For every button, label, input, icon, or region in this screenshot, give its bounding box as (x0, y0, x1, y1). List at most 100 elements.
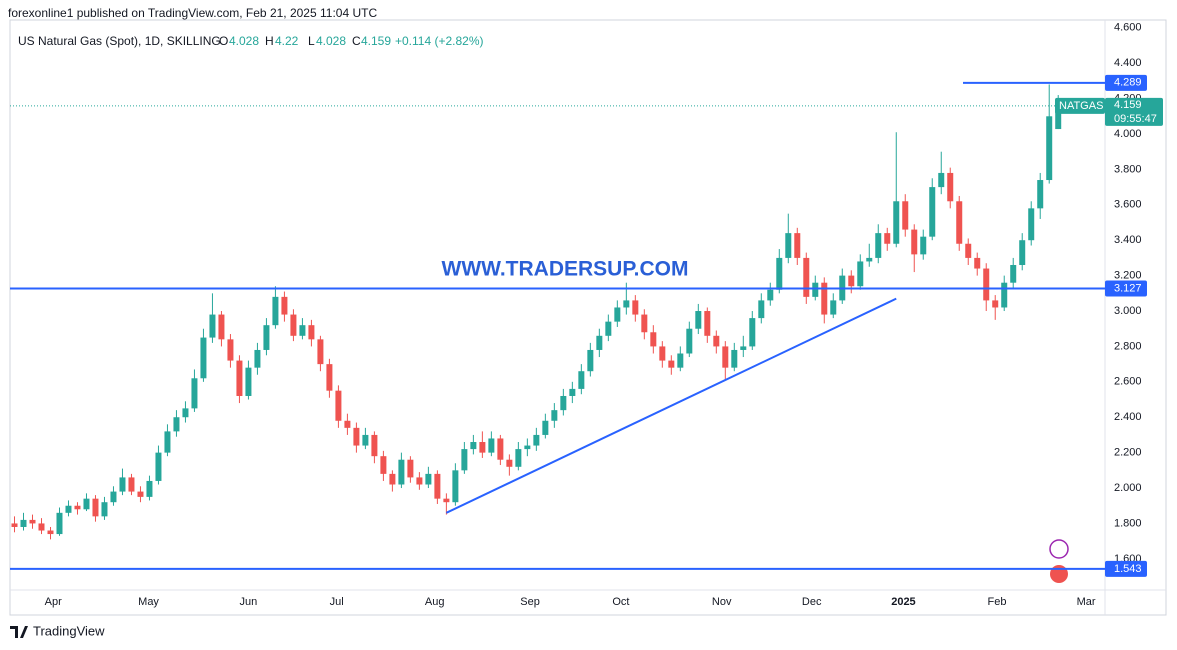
candle-body (92, 498, 99, 517)
candle-body (911, 229, 918, 255)
y-tick-label: 4.000 (1114, 128, 1142, 140)
candle-body (263, 325, 270, 350)
chart-frame (9, 19, 1167, 616)
candle-body (569, 388, 576, 396)
watermark: WWW.TRADERSUP.COM (442, 258, 689, 281)
flag-icon[interactable] (1050, 565, 1068, 583)
event-icon[interactable] (1049, 539, 1069, 559)
symbol-box (1055, 97, 1105, 114)
candle-body (659, 346, 666, 361)
candle-body (740, 346, 747, 350)
legend-l: 4.028 (316, 34, 346, 48)
x-tick-label: Jul (330, 596, 344, 608)
y-tick-label: 2.200 (1114, 447, 1142, 459)
y-tick-label: 3.000 (1114, 305, 1142, 317)
candle-body (1001, 282, 1008, 308)
legend-c-label: C (352, 34, 361, 48)
candle-body (929, 187, 936, 237)
candle-body (884, 233, 891, 244)
y-tick-label: 3.400 (1114, 234, 1142, 246)
legend-l-label: L (308, 34, 315, 48)
legend-o: 4.028 (229, 34, 259, 48)
logo-mark (10, 626, 28, 638)
candle-body (632, 300, 639, 315)
candle-body (938, 172, 945, 188)
candle-body (821, 282, 828, 315)
level-label-box (1105, 74, 1147, 91)
candle-body (56, 512, 63, 535)
candle-body (524, 445, 531, 450)
candle-body (776, 257, 783, 290)
x-tick-label: Sep (520, 596, 540, 608)
y-tick-label: 3.800 (1114, 163, 1142, 175)
candle-body (119, 477, 126, 492)
candle-body (947, 172, 954, 202)
level-label: 4.289 (1114, 77, 1142, 89)
candle-body (443, 498, 450, 503)
candle-body (875, 233, 882, 258)
y-tick-label: 2.400 (1114, 411, 1142, 423)
candle-body (1019, 240, 1026, 265)
candle-body (794, 233, 801, 258)
candle-body (389, 473, 396, 485)
y-tick-label: 2.000 (1114, 482, 1142, 494)
y-tick-label: 2.600 (1114, 376, 1142, 388)
x-tick-label: Nov (712, 596, 732, 608)
candle-body (641, 314, 648, 333)
candle-body (479, 442, 486, 453)
legend-h: 4.22 (275, 34, 299, 48)
candle-body (281, 296, 288, 315)
candle-body (542, 420, 549, 435)
y-tick-label: 4.600 (1114, 22, 1142, 34)
candle-body (533, 434, 540, 446)
candle-body (965, 243, 972, 258)
candle-body (695, 311, 702, 329)
candle-body (470, 442, 477, 450)
candle-body (767, 289, 774, 301)
candle-body (308, 325, 315, 340)
candle-body (803, 257, 810, 297)
candle-body (560, 395, 567, 411)
candle-body (452, 470, 459, 503)
candle-body (101, 502, 108, 517)
candle-body (992, 300, 999, 308)
candle-body (182, 408, 189, 418)
level-label: 1.543 (1114, 563, 1142, 575)
candle-body (614, 307, 621, 322)
candle-body (902, 201, 909, 230)
candle-body (605, 321, 612, 336)
y-tick-label: 1.800 (1114, 517, 1142, 529)
candle-body (623, 300, 630, 308)
candle-body (551, 410, 558, 421)
candle-body (506, 459, 513, 467)
candle-body (155, 452, 162, 481)
candle-body (461, 449, 468, 471)
candle-body (353, 427, 360, 446)
x-tick-label: Oct (612, 596, 629, 608)
candle-body (83, 498, 90, 510)
candle-body (587, 349, 594, 372)
candle-body (596, 335, 603, 350)
candle-body (38, 523, 45, 531)
candle-body (1037, 180, 1044, 209)
level-label-box (1105, 560, 1147, 577)
candle-body (704, 311, 711, 336)
candle-body (848, 275, 855, 287)
candle-body (20, 519, 27, 527)
candle-body (74, 505, 81, 510)
candle-body (893, 201, 900, 244)
chart-title: US Natural Gas (Spot), 1D, SKILLING (18, 34, 221, 48)
legend-h-label: H (265, 34, 274, 48)
candle-body (173, 417, 180, 432)
candle-body (191, 378, 198, 409)
candle-body (677, 353, 684, 368)
level-label: 3.127 (1114, 282, 1142, 294)
candles (11, 84, 1062, 540)
candle-body (11, 523, 18, 527)
candle-body (218, 314, 225, 340)
candle-body (272, 296, 279, 326)
candle-body (1028, 208, 1035, 241)
last-price-label: 4.159 (1114, 99, 1142, 111)
candle-body (29, 519, 36, 524)
